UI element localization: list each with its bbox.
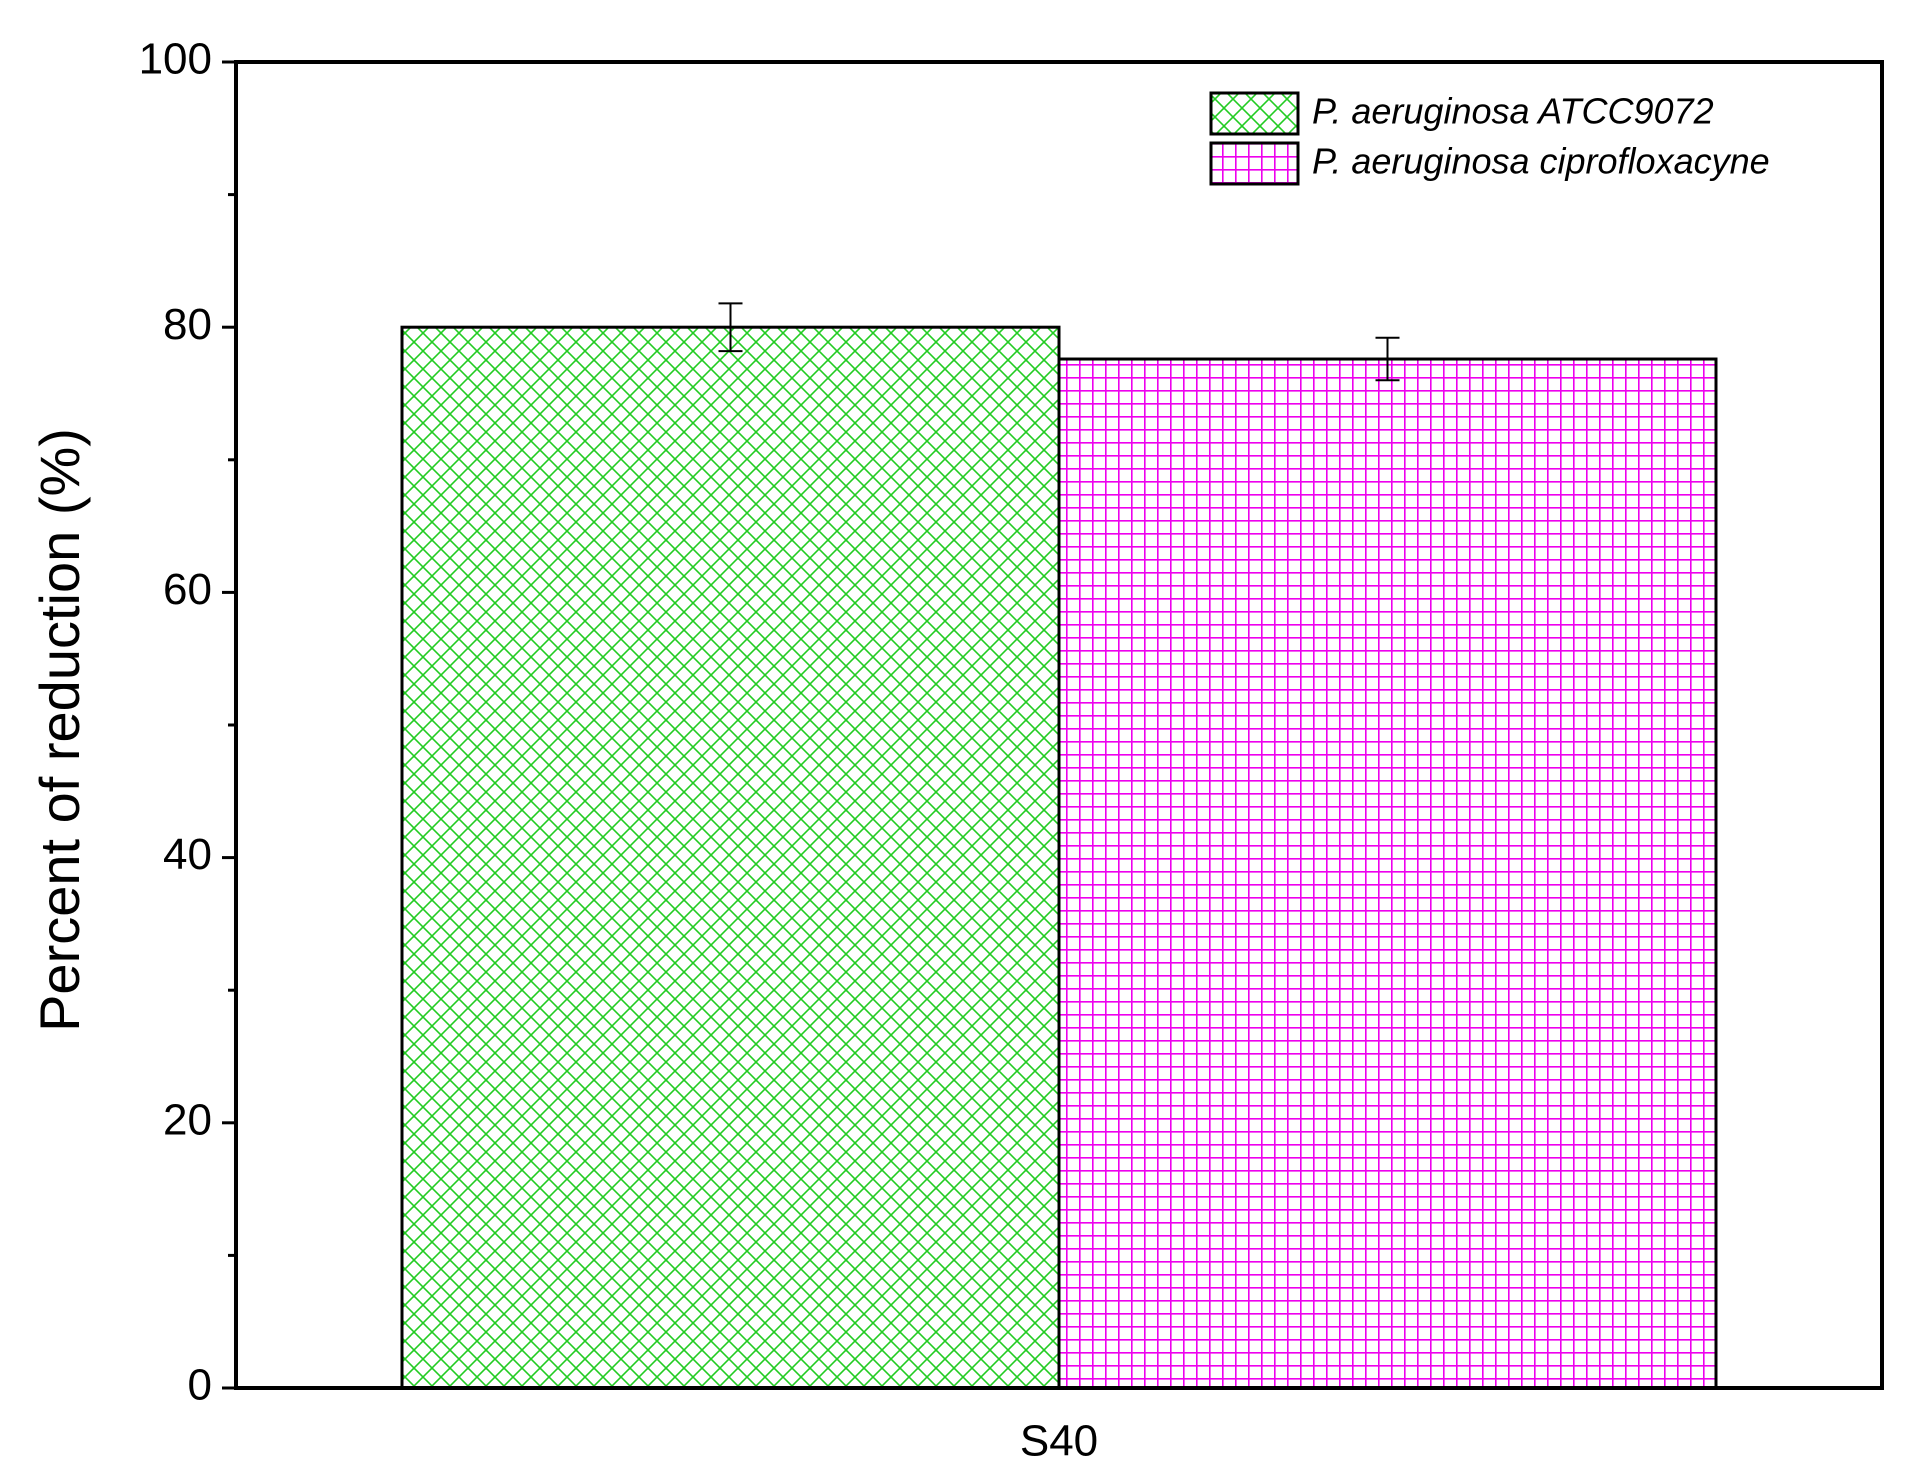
y-tick-label: 20 xyxy=(163,1095,212,1144)
legend-label: P. aeruginosa ciprofloxacyne xyxy=(1312,141,1770,182)
y-tick-label: 40 xyxy=(163,830,212,879)
y-tick-label: 100 xyxy=(139,35,212,84)
y-axis-label: Percent of reduction (%) xyxy=(28,428,91,1032)
legend-swatch xyxy=(1209,91,1300,136)
bar xyxy=(400,325,1061,1390)
legend-swatch xyxy=(1209,141,1300,186)
y-tick-label: 60 xyxy=(163,565,212,614)
legend-label: P. aeruginosa ATCC9072 xyxy=(1312,91,1714,132)
y-tick-label: 80 xyxy=(163,300,212,349)
error-bar xyxy=(1375,336,1400,382)
error-bar xyxy=(718,302,743,353)
plot-frame xyxy=(234,60,1884,1390)
x-tick-label: S40 xyxy=(1020,1417,1098,1466)
y-tick-label: 0 xyxy=(188,1361,212,1410)
bar xyxy=(1057,357,1718,1390)
